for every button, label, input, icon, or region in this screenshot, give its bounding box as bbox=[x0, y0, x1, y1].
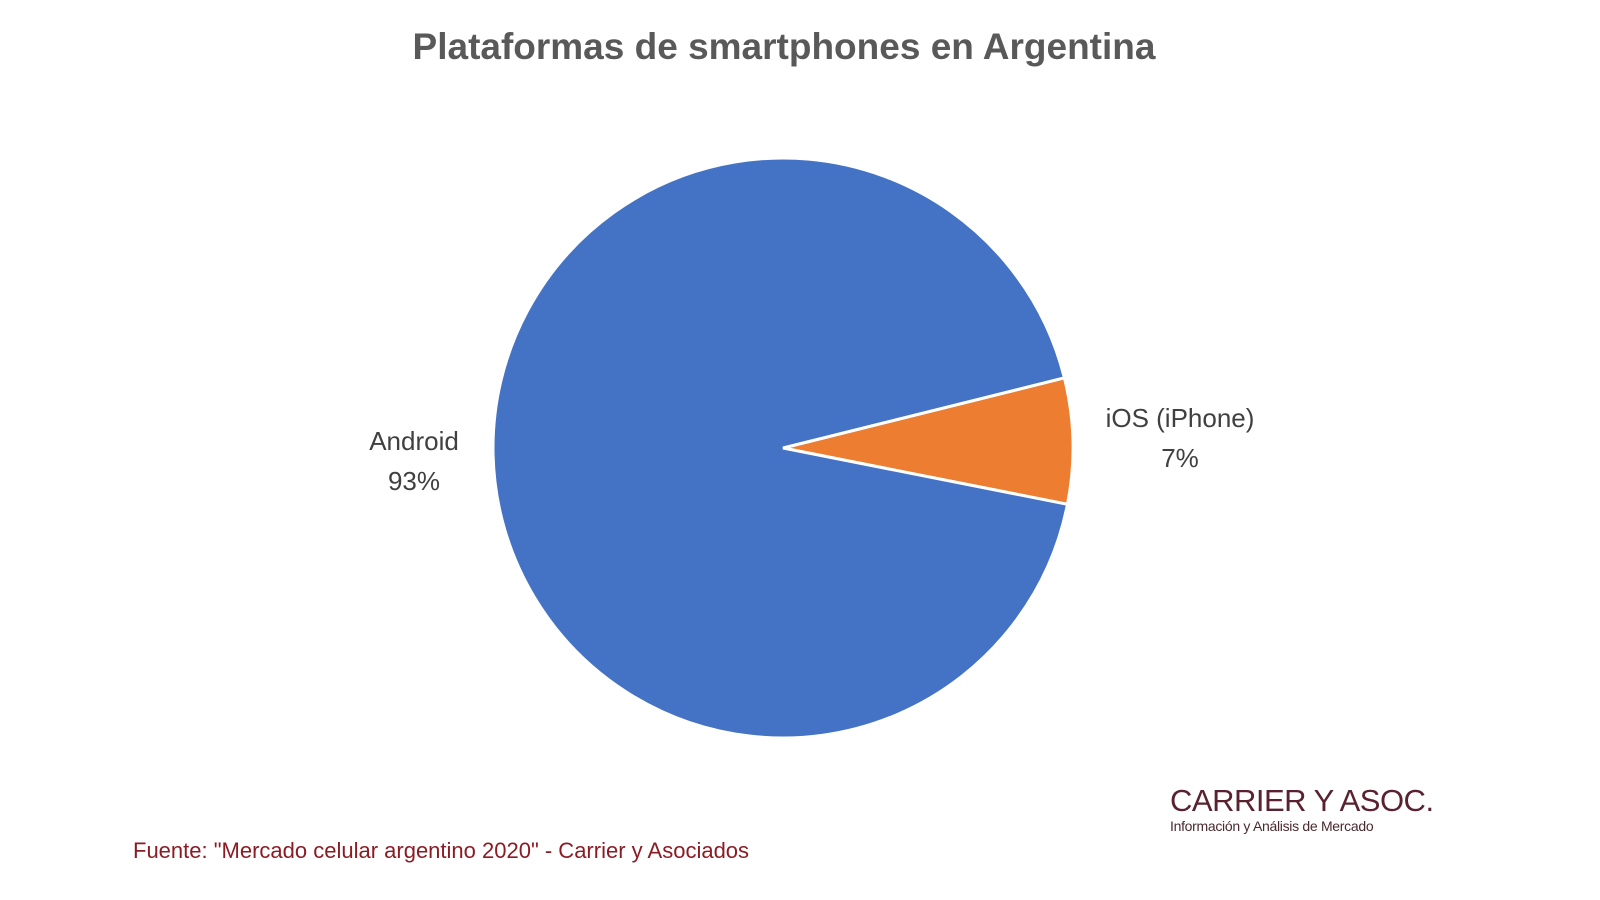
pie-slice-ios-iphone bbox=[782, 376, 1075, 507]
slice-label: iOS (iPhone) bbox=[1105, 403, 1255, 433]
carrier-logo: CARRIER Y ASOC. Información y Análisis d… bbox=[1170, 783, 1434, 835]
slice-value: 93% bbox=[387, 466, 441, 496]
data-label-ios: iOS (iPhone) 7% bbox=[1090, 398, 1270, 478]
logo-tagline: Información y Análisis de Mercado bbox=[1170, 818, 1374, 834]
pie-slice-android bbox=[491, 156, 1070, 740]
chart-title: Plataformas de smartphones en Argentina bbox=[412, 26, 1156, 67]
data-label-android: Android 93% bbox=[334, 421, 494, 501]
slice-value: 7% bbox=[1161, 443, 1199, 473]
logo-name: CARRIER Y ASOC. bbox=[1170, 783, 1434, 818]
slice-label: Android bbox=[369, 426, 459, 456]
source-note: Fuente: "Mercado celular argentino 2020"… bbox=[133, 838, 750, 863]
